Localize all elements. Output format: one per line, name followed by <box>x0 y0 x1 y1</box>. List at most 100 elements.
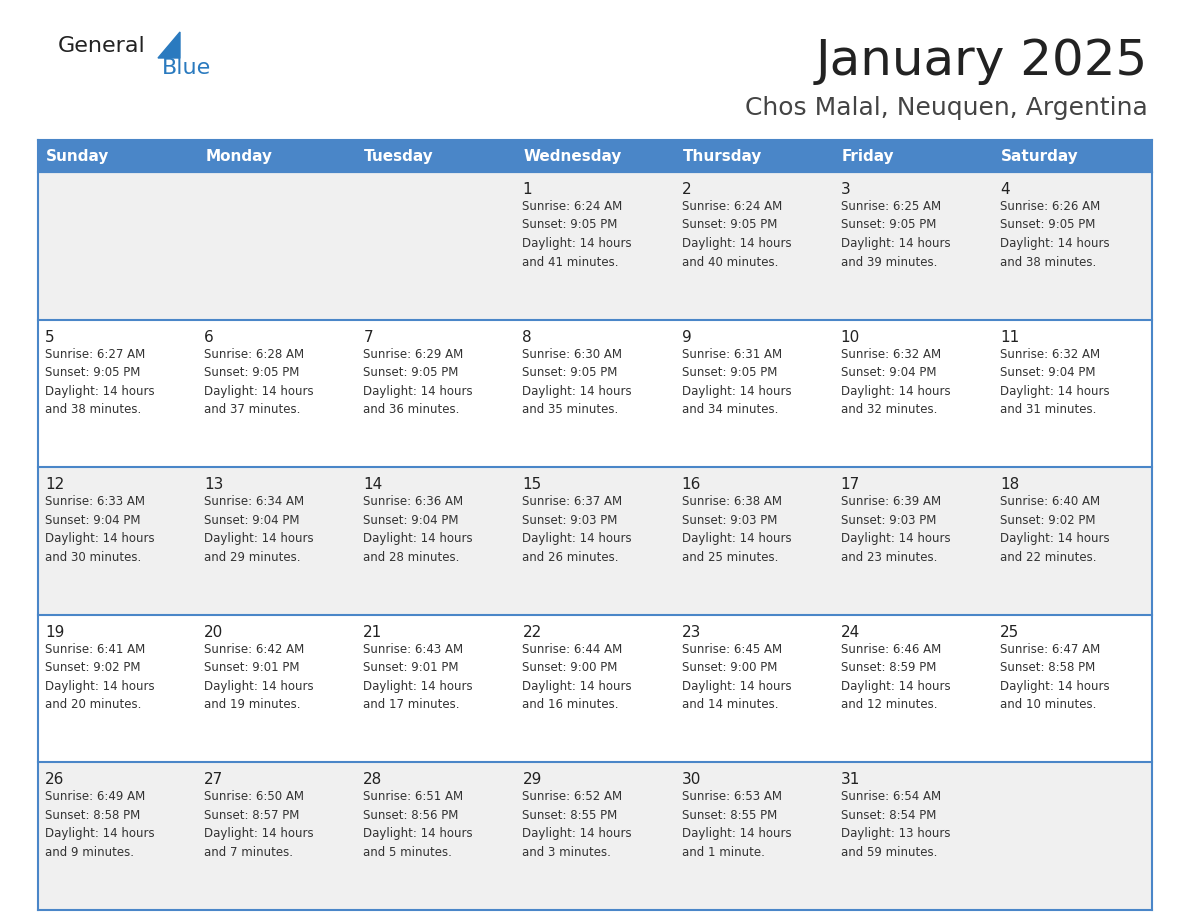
Bar <box>38 467 197 615</box>
Text: Saturday: Saturday <box>1000 149 1079 163</box>
Bar <box>675 615 834 763</box>
Text: Sunrise: 6:53 AM
Sunset: 8:55 PM
Daylight: 14 hours
and 1 minute.: Sunrise: 6:53 AM Sunset: 8:55 PM Dayligh… <box>682 790 791 859</box>
Text: 1: 1 <box>523 182 532 197</box>
Text: Sunrise: 6:25 AM
Sunset: 9:05 PM
Daylight: 14 hours
and 39 minutes.: Sunrise: 6:25 AM Sunset: 9:05 PM Dayligh… <box>841 200 950 268</box>
Bar <box>38 319 197 467</box>
Text: 26: 26 <box>45 772 64 788</box>
Bar <box>993 319 1152 467</box>
Text: General: General <box>58 36 146 56</box>
Bar <box>993 172 1152 319</box>
Text: Thursday: Thursday <box>683 149 762 163</box>
Bar <box>356 763 516 910</box>
Text: Sunrise: 6:32 AM
Sunset: 9:04 PM
Daylight: 14 hours
and 31 minutes.: Sunrise: 6:32 AM Sunset: 9:04 PM Dayligh… <box>1000 348 1110 416</box>
Text: Sunrise: 6:27 AM
Sunset: 9:05 PM
Daylight: 14 hours
and 38 minutes.: Sunrise: 6:27 AM Sunset: 9:05 PM Dayligh… <box>45 348 154 416</box>
Text: Sunday: Sunday <box>46 149 109 163</box>
Text: 2: 2 <box>682 182 691 197</box>
Bar <box>356 615 516 763</box>
Bar <box>675 140 834 172</box>
Text: Tuesday: Tuesday <box>365 149 434 163</box>
Text: Sunrise: 6:44 AM
Sunset: 9:00 PM
Daylight: 14 hours
and 16 minutes.: Sunrise: 6:44 AM Sunset: 9:00 PM Dayligh… <box>523 643 632 711</box>
Text: Sunrise: 6:54 AM
Sunset: 8:54 PM
Daylight: 13 hours
and 59 minutes.: Sunrise: 6:54 AM Sunset: 8:54 PM Dayligh… <box>841 790 950 859</box>
Text: Sunrise: 6:46 AM
Sunset: 8:59 PM
Daylight: 14 hours
and 12 minutes.: Sunrise: 6:46 AM Sunset: 8:59 PM Dayligh… <box>841 643 950 711</box>
Text: Sunrise: 6:32 AM
Sunset: 9:04 PM
Daylight: 14 hours
and 32 minutes.: Sunrise: 6:32 AM Sunset: 9:04 PM Dayligh… <box>841 348 950 416</box>
Text: 8: 8 <box>523 330 532 344</box>
Text: 17: 17 <box>841 477 860 492</box>
Text: 22: 22 <box>523 625 542 640</box>
Bar <box>675 172 834 319</box>
Text: Sunrise: 6:42 AM
Sunset: 9:01 PM
Daylight: 14 hours
and 19 minutes.: Sunrise: 6:42 AM Sunset: 9:01 PM Dayligh… <box>204 643 314 711</box>
Text: Sunrise: 6:43 AM
Sunset: 9:01 PM
Daylight: 14 hours
and 17 minutes.: Sunrise: 6:43 AM Sunset: 9:01 PM Dayligh… <box>364 643 473 711</box>
Text: Sunrise: 6:38 AM
Sunset: 9:03 PM
Daylight: 14 hours
and 25 minutes.: Sunrise: 6:38 AM Sunset: 9:03 PM Dayligh… <box>682 495 791 564</box>
Text: Sunrise: 6:45 AM
Sunset: 9:00 PM
Daylight: 14 hours
and 14 minutes.: Sunrise: 6:45 AM Sunset: 9:00 PM Dayligh… <box>682 643 791 711</box>
Bar <box>197 172 356 319</box>
Text: Sunrise: 6:41 AM
Sunset: 9:02 PM
Daylight: 14 hours
and 20 minutes.: Sunrise: 6:41 AM Sunset: 9:02 PM Dayligh… <box>45 643 154 711</box>
Text: 9: 9 <box>682 330 691 344</box>
Text: Sunrise: 6:50 AM
Sunset: 8:57 PM
Daylight: 14 hours
and 7 minutes.: Sunrise: 6:50 AM Sunset: 8:57 PM Dayligh… <box>204 790 314 859</box>
Text: 12: 12 <box>45 477 64 492</box>
Text: 29: 29 <box>523 772 542 788</box>
Bar <box>197 319 356 467</box>
Text: Sunrise: 6:47 AM
Sunset: 8:58 PM
Daylight: 14 hours
and 10 minutes.: Sunrise: 6:47 AM Sunset: 8:58 PM Dayligh… <box>1000 643 1110 711</box>
Bar <box>516 467 675 615</box>
Text: 10: 10 <box>841 330 860 344</box>
Bar <box>675 467 834 615</box>
Text: 27: 27 <box>204 772 223 788</box>
Text: 13: 13 <box>204 477 223 492</box>
Text: 3: 3 <box>841 182 851 197</box>
Text: 4: 4 <box>1000 182 1010 197</box>
Text: 11: 11 <box>1000 330 1019 344</box>
Bar <box>834 319 993 467</box>
Text: 15: 15 <box>523 477 542 492</box>
Bar <box>993 615 1152 763</box>
Text: 28: 28 <box>364 772 383 788</box>
Bar <box>38 140 197 172</box>
Text: 16: 16 <box>682 477 701 492</box>
Text: Sunrise: 6:31 AM
Sunset: 9:05 PM
Daylight: 14 hours
and 34 minutes.: Sunrise: 6:31 AM Sunset: 9:05 PM Dayligh… <box>682 348 791 416</box>
Text: January 2025: January 2025 <box>816 37 1148 85</box>
Text: 18: 18 <box>1000 477 1019 492</box>
Text: 21: 21 <box>364 625 383 640</box>
Text: Sunrise: 6:33 AM
Sunset: 9:04 PM
Daylight: 14 hours
and 30 minutes.: Sunrise: 6:33 AM Sunset: 9:04 PM Dayligh… <box>45 495 154 564</box>
Bar <box>516 140 675 172</box>
Bar <box>993 467 1152 615</box>
Text: Sunrise: 6:24 AM
Sunset: 9:05 PM
Daylight: 14 hours
and 40 minutes.: Sunrise: 6:24 AM Sunset: 9:05 PM Dayligh… <box>682 200 791 268</box>
Text: 31: 31 <box>841 772 860 788</box>
Bar <box>993 140 1152 172</box>
Text: Sunrise: 6:29 AM
Sunset: 9:05 PM
Daylight: 14 hours
and 36 minutes.: Sunrise: 6:29 AM Sunset: 9:05 PM Dayligh… <box>364 348 473 416</box>
Text: Chos Malal, Neuquen, Argentina: Chos Malal, Neuquen, Argentina <box>745 96 1148 120</box>
Text: Sunrise: 6:24 AM
Sunset: 9:05 PM
Daylight: 14 hours
and 41 minutes.: Sunrise: 6:24 AM Sunset: 9:05 PM Dayligh… <box>523 200 632 268</box>
Text: 14: 14 <box>364 477 383 492</box>
Bar <box>197 763 356 910</box>
Text: Sunrise: 6:51 AM
Sunset: 8:56 PM
Daylight: 14 hours
and 5 minutes.: Sunrise: 6:51 AM Sunset: 8:56 PM Dayligh… <box>364 790 473 859</box>
Bar <box>834 615 993 763</box>
Bar <box>356 319 516 467</box>
Bar <box>516 615 675 763</box>
Bar <box>197 140 356 172</box>
Bar <box>675 319 834 467</box>
Text: Sunrise: 6:30 AM
Sunset: 9:05 PM
Daylight: 14 hours
and 35 minutes.: Sunrise: 6:30 AM Sunset: 9:05 PM Dayligh… <box>523 348 632 416</box>
Text: Sunrise: 6:26 AM
Sunset: 9:05 PM
Daylight: 14 hours
and 38 minutes.: Sunrise: 6:26 AM Sunset: 9:05 PM Dayligh… <box>1000 200 1110 268</box>
Bar <box>834 172 993 319</box>
Text: Sunrise: 6:49 AM
Sunset: 8:58 PM
Daylight: 14 hours
and 9 minutes.: Sunrise: 6:49 AM Sunset: 8:58 PM Dayligh… <box>45 790 154 859</box>
Bar <box>516 172 675 319</box>
Bar <box>993 763 1152 910</box>
Text: 23: 23 <box>682 625 701 640</box>
Bar <box>834 467 993 615</box>
Bar <box>834 140 993 172</box>
Text: Sunrise: 6:36 AM
Sunset: 9:04 PM
Daylight: 14 hours
and 28 minutes.: Sunrise: 6:36 AM Sunset: 9:04 PM Dayligh… <box>364 495 473 564</box>
Text: 20: 20 <box>204 625 223 640</box>
Bar <box>38 615 197 763</box>
Text: 19: 19 <box>45 625 64 640</box>
Text: Sunrise: 6:40 AM
Sunset: 9:02 PM
Daylight: 14 hours
and 22 minutes.: Sunrise: 6:40 AM Sunset: 9:02 PM Dayligh… <box>1000 495 1110 564</box>
Bar <box>38 763 197 910</box>
Text: 7: 7 <box>364 330 373 344</box>
Bar <box>356 140 516 172</box>
Text: Sunrise: 6:37 AM
Sunset: 9:03 PM
Daylight: 14 hours
and 26 minutes.: Sunrise: 6:37 AM Sunset: 9:03 PM Dayligh… <box>523 495 632 564</box>
Bar <box>675 763 834 910</box>
Bar <box>38 172 197 319</box>
Bar <box>356 172 516 319</box>
Polygon shape <box>158 32 181 58</box>
Text: Sunrise: 6:52 AM
Sunset: 8:55 PM
Daylight: 14 hours
and 3 minutes.: Sunrise: 6:52 AM Sunset: 8:55 PM Dayligh… <box>523 790 632 859</box>
Text: Sunrise: 6:39 AM
Sunset: 9:03 PM
Daylight: 14 hours
and 23 minutes.: Sunrise: 6:39 AM Sunset: 9:03 PM Dayligh… <box>841 495 950 564</box>
Text: 6: 6 <box>204 330 214 344</box>
